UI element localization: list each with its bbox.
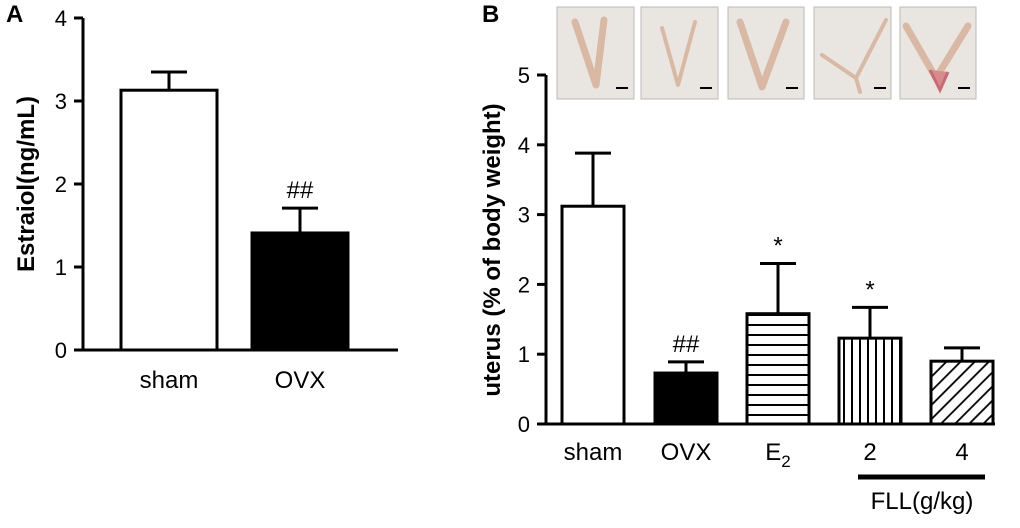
panel-a-error-bar (282, 206, 318, 233)
fll-group-label: FLL(g/kg) (871, 488, 974, 515)
panel-b-category-label: E2 (765, 439, 790, 471)
panel-b-significance-mark: * (865, 276, 874, 303)
panel-a-significance-mark: ## (287, 177, 314, 204)
panel-b-y-label: uterus (% of body weight) (479, 103, 506, 396)
panel-b-y-tick-label: 4 (518, 133, 530, 158)
panel-b-error-bar (575, 151, 611, 207)
uterus-photo-e2 (727, 6, 805, 100)
uterus-photo-strip (556, 6, 977, 100)
panel-b-bar-ovx (653, 371, 719, 426)
uterus-photo-ovx (640, 6, 719, 100)
panel-b-error-bar (760, 261, 796, 314)
uterus-photo-fll-2 (813, 6, 892, 100)
panel-b-significance-mark: ## (673, 331, 700, 358)
panel-b-y-tick-label: 0 (518, 412, 530, 437)
panel-b-bar-4 (929, 359, 995, 426)
panel-a-chart: Estraiol(ng/mL) 0 1 2 3 4 sham ## OVX (13, 6, 398, 394)
uterus-photo-sham (556, 6, 635, 100)
panel-b-label: B (482, 1, 499, 28)
panel-a-label: A (6, 1, 23, 28)
panel-b-category-label: 2 (863, 439, 876, 466)
panel-b-category-label: sham (564, 439, 623, 466)
panel-b-significance-mark: * (773, 232, 782, 259)
panel-b-y-tick-label: 5 (518, 63, 530, 88)
panel-b-bar-e2 (745, 312, 811, 426)
panel-b-chart: uterus (% of body weight) 0 1 2 3 4 5 sham ## O… (479, 63, 995, 515)
panel-a-category-label: OVX (275, 367, 326, 394)
panel-b-bar-sham (560, 204, 626, 426)
panel-a-y-tick-label: 2 (55, 172, 67, 197)
panel-b-y-tick-label: 2 (518, 272, 530, 297)
panel-a-bar-sham (119, 88, 219, 352)
panel-a-error-bar (151, 70, 187, 91)
panel-b-y-tick-label: 3 (518, 203, 530, 228)
panel-a-y-tick-label: 1 (55, 255, 67, 280)
panel-a-y-tick-label: 0 (55, 338, 67, 363)
panel-a-y-label: Estraiol(ng/mL) (13, 96, 40, 272)
panel-b-error-bar (944, 346, 980, 362)
panel-a-bar-ovx (250, 231, 350, 352)
uterus-photo-fll-4 (899, 6, 977, 100)
panel-b-y-tick-label: 1 (518, 342, 530, 367)
panel-b-category-label: OVX (661, 439, 712, 466)
panel-b-bar-2 (837, 336, 903, 426)
panel-b-error-bar (668, 360, 704, 374)
panel-b-category-label: 4 (955, 439, 968, 466)
panel-a-category-label: sham (140, 367, 199, 394)
panel-a-y-tick-label: 4 (55, 6, 67, 31)
panel-a-y-tick-label: 3 (55, 89, 67, 114)
panel-b-error-bar (852, 305, 888, 339)
